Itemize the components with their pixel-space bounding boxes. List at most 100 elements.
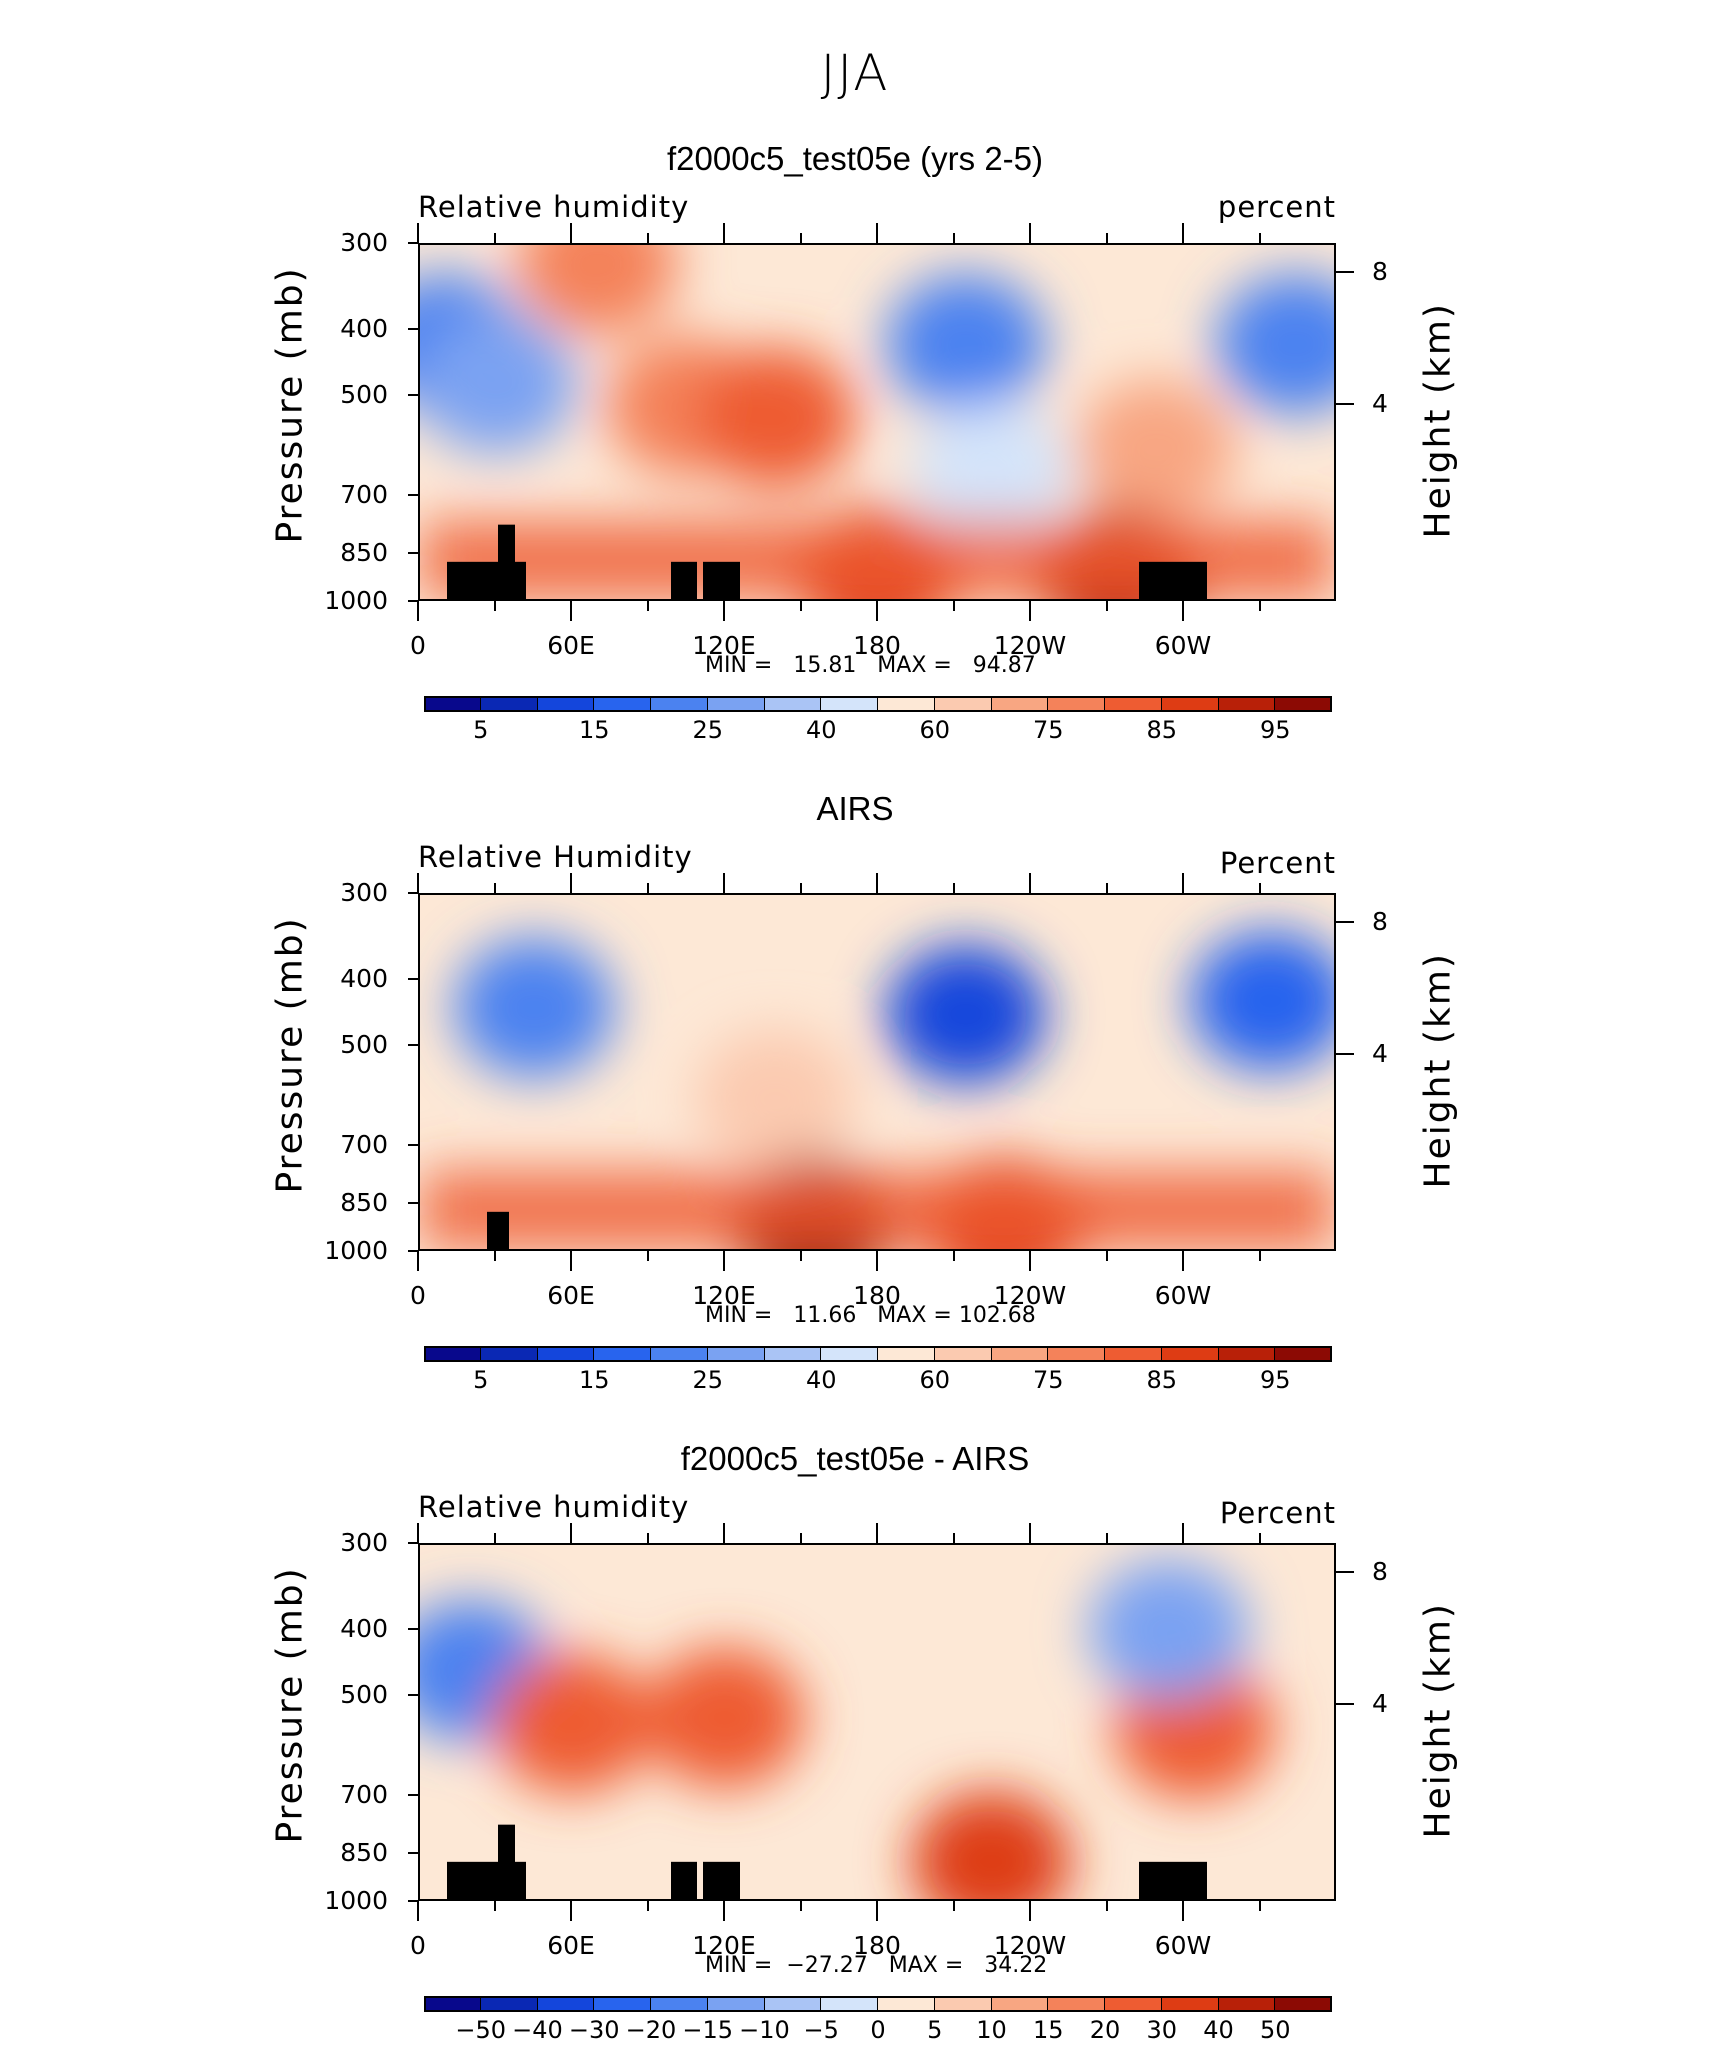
y-tick-mark <box>408 1143 418 1146</box>
height-tick-label: 4 <box>1372 389 1388 419</box>
x-tick-mark-top <box>570 223 572 243</box>
colorbar-swatch <box>651 1346 708 1362</box>
height-tick-mark <box>1336 270 1354 273</box>
colorbar-swatch <box>651 696 708 712</box>
colorbar-label: 85 <box>1146 1366 1178 1394</box>
y-axis-title: Pressure (mb) <box>269 1566 311 1844</box>
colorbar-swatch <box>480 696 538 712</box>
field-feature-core <box>949 438 1034 507</box>
colorbar-label: −30 <box>568 2016 620 2044</box>
colorbar-swatch <box>1105 1996 1162 2012</box>
field-feature-core <box>733 383 818 452</box>
colorbar-label: 85 <box>1146 716 1178 744</box>
height-tick-label: 8 <box>1372 906 1388 936</box>
colorbar-label: 5 <box>473 1366 489 1394</box>
colorbar-swatch <box>537 696 595 712</box>
colorbar <box>424 696 1332 712</box>
y2-axis-title: Height (km) <box>1417 302 1459 539</box>
x-minor-tick <box>493 1251 496 1261</box>
colorbar-swatch <box>594 1996 651 2012</box>
colorbar <box>424 1346 1332 1362</box>
field-feature-core <box>530 1689 615 1758</box>
y-tick-mark <box>408 977 418 980</box>
colorbar-swatch <box>537 1996 595 2012</box>
x-tick-mark <box>876 601 878 621</box>
x-minor-tick-top <box>1105 233 1108 243</box>
x-tick-mark <box>1182 601 1184 621</box>
x-minor-tick <box>1105 1901 1108 1911</box>
x-minor-tick <box>799 1901 802 1911</box>
x-minor-tick-top <box>646 233 649 243</box>
height-tick-mark <box>1336 1570 1354 1573</box>
x-minor-tick <box>1105 601 1108 611</box>
x-tick-mark <box>417 1251 419 1271</box>
colorbar-label: 40 <box>805 1366 837 1394</box>
field-feature-core <box>492 973 577 1042</box>
height-tick-label: 4 <box>1372 1039 1388 1069</box>
colorbar-swatch <box>764 1996 822 2012</box>
colorbar-swatch <box>707 1346 765 1362</box>
colorbar-label: 5 <box>927 2016 943 2044</box>
x-tick-label: 120E <box>692 1281 756 1310</box>
x-minor-tick-top <box>952 233 955 243</box>
y-tick-mark <box>408 1627 418 1630</box>
panel-title: f2000c5_test05e - AIRS <box>680 1440 1030 1477</box>
y-tick-mark <box>408 393 418 396</box>
figure-title: JJA <box>820 44 890 102</box>
colorbar-swatch <box>594 696 651 712</box>
colorbar <box>424 1996 1332 2012</box>
panel-2: AIRS Relative Humidity Percent Pressure (mb… <box>0 790 1710 1410</box>
terrain-mask <box>703 561 740 599</box>
y-tick-mark <box>408 1793 418 1796</box>
y-tick-mark <box>408 1250 418 1252</box>
colorbar-swatch <box>1218 696 1276 712</box>
x-minor-tick <box>799 601 802 611</box>
x-tick-mark-top <box>417 873 419 893</box>
y-tick-mark <box>408 242 418 244</box>
y-tick-mark <box>408 1693 418 1696</box>
colorbar-swatch <box>707 1996 765 2012</box>
y-tick-label: 300 <box>340 878 388 907</box>
contour-field <box>420 1545 1334 1899</box>
y-tick-label: 700 <box>340 1779 388 1809</box>
y-tick-label: 850 <box>340 537 388 567</box>
x-minor-tick <box>799 1251 802 1261</box>
colorbar-swatch <box>878 696 935 712</box>
colorbar-swatch <box>537 1346 595 1362</box>
contour-field <box>420 895 1334 1249</box>
x-minor-tick <box>646 1251 649 1261</box>
colorbar-label: 75 <box>1032 1366 1064 1394</box>
x-tick-mark <box>1029 1251 1031 1271</box>
y-tick-label: 300 <box>340 1528 388 1557</box>
field-feature-core <box>555 245 640 298</box>
x-tick-mark-top <box>417 1523 419 1543</box>
units-label: Percent <box>1219 846 1336 880</box>
variable-label: Relative humidity <box>418 190 690 224</box>
colorbar-swatch <box>991 696 1049 712</box>
y-tick-label: 400 <box>340 1613 388 1643</box>
x-minor-tick <box>493 601 496 611</box>
height-tick-mark <box>1336 403 1354 406</box>
x-minor-tick-top <box>646 883 649 893</box>
x-tick-label: 120W <box>993 1281 1067 1310</box>
y-tick-mark <box>408 1043 418 1046</box>
field-feature-core <box>923 309 1008 378</box>
x-tick-label: 0 <box>410 1281 426 1310</box>
colorbar-frame <box>424 696 1332 712</box>
x-tick-label: 180 <box>853 631 901 660</box>
height-tick-label: 4 <box>1372 1689 1388 1719</box>
colorbar-swatch <box>707 696 765 712</box>
colorbar-label: −5 <box>803 2016 839 2044</box>
colorbar-swatch <box>424 1996 481 2012</box>
x-minor-tick <box>952 601 955 611</box>
colorbar-label: 0 <box>870 2016 886 2044</box>
y-tick-mark <box>408 1201 418 1204</box>
y-tick-mark <box>408 892 418 894</box>
y-axis-title: Pressure (mb) <box>269 916 311 1194</box>
min-max-text: MIN = 11.66 MAX = 102.68 <box>705 1303 1036 1328</box>
colorbar-label: 40 <box>805 716 837 744</box>
colorbar-label: −40 <box>512 2016 563 2044</box>
colorbar-label: −20 <box>625 2016 677 2044</box>
colorbar-label: 5 <box>473 716 489 744</box>
x-tick-mark <box>723 1251 725 1271</box>
